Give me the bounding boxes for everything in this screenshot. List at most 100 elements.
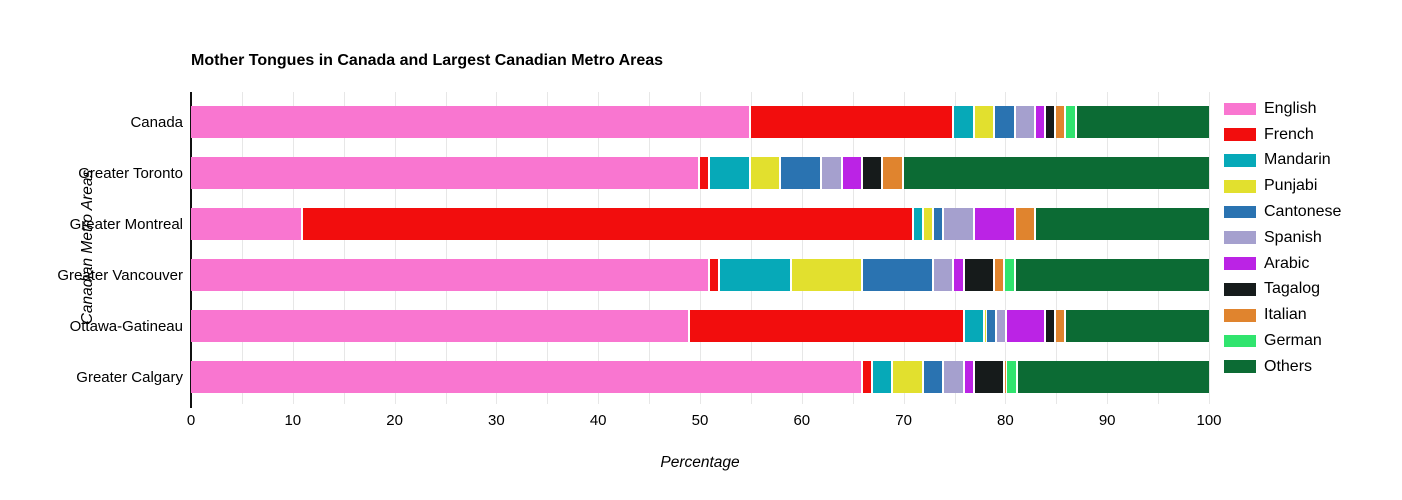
- legend-label: German: [1264, 332, 1322, 350]
- bar-segment[interactable]: [974, 208, 1016, 240]
- bar-segment[interactable]: [1035, 106, 1047, 138]
- bar-segment[interactable]: [822, 157, 843, 189]
- legend-item[interactable]: Others: [1224, 354, 1341, 380]
- bar-segment[interactable]: [1066, 106, 1077, 138]
- bar-segment[interactable]: [191, 310, 690, 342]
- bar-segment[interactable]: [750, 106, 955, 138]
- bar-segment[interactable]: [191, 106, 751, 138]
- bar-segment[interactable]: [1046, 106, 1057, 138]
- bar-segment[interactable]: [934, 208, 945, 240]
- bar-segment[interactable]: [997, 310, 1008, 342]
- bar-segment[interactable]: [1005, 259, 1016, 291]
- gridline: [750, 92, 752, 404]
- legend-item[interactable]: Tagalog: [1224, 277, 1341, 303]
- legend-item[interactable]: Arabic: [1224, 251, 1341, 277]
- bar-segment[interactable]: [964, 259, 996, 291]
- legend-swatch: [1224, 283, 1256, 296]
- legend-item[interactable]: French: [1224, 122, 1341, 148]
- bar-segment[interactable]: [1056, 106, 1067, 138]
- bar-segment[interactable]: [964, 361, 975, 393]
- bar-segment[interactable]: [700, 157, 711, 189]
- bar-segment[interactable]: [862, 361, 874, 393]
- legend-item[interactable]: Punjabi: [1224, 173, 1341, 199]
- bar-segment[interactable]: [1056, 310, 1067, 342]
- bar-segment[interactable]: [934, 259, 955, 291]
- bar-segment[interactable]: [995, 259, 1006, 291]
- bar-segment[interactable]: [191, 259, 711, 291]
- bar-segment[interactable]: [750, 157, 782, 189]
- x-tick-label: 30: [488, 412, 505, 429]
- bar-segment[interactable]: [954, 259, 965, 291]
- bar-segment[interactable]: [1015, 259, 1209, 291]
- bar-segment[interactable]: [974, 361, 1006, 393]
- bar-row: [191, 259, 1209, 291]
- y-tick-label: Greater Toronto: [78, 164, 183, 182]
- legend-swatch: [1224, 308, 1256, 322]
- gridline: [394, 92, 396, 404]
- bar-segment[interactable]: [191, 157, 700, 189]
- bar-segment[interactable]: [191, 208, 303, 240]
- x-tick-label: 0: [186, 412, 196, 429]
- legend-item[interactable]: German: [1224, 328, 1341, 354]
- bar-segment[interactable]: [903, 157, 1209, 189]
- bar-segment[interactable]: [873, 361, 894, 393]
- legend-label: English: [1264, 99, 1317, 117]
- gridline: [801, 92, 803, 404]
- x-tick-label: 100: [1196, 412, 1222, 429]
- gridline: [903, 92, 905, 404]
- legend-item[interactable]: Spanish: [1224, 225, 1341, 251]
- bar-segment[interactable]: [862, 259, 935, 291]
- legend-item[interactable]: Mandarin: [1224, 148, 1341, 174]
- bar-segment[interactable]: [1007, 310, 1047, 342]
- bar-segment[interactable]: [995, 106, 1016, 138]
- gridline: [292, 92, 294, 404]
- bar-segment[interactable]: [1007, 361, 1018, 393]
- x-tick-label: 60: [793, 412, 811, 429]
- legend-swatch: [1224, 334, 1256, 348]
- bar-segment[interactable]: [944, 208, 975, 240]
- bar-segment[interactable]: [883, 157, 904, 189]
- bar-segment[interactable]: [964, 310, 986, 342]
- gridline: [1158, 92, 1160, 404]
- bar-segment[interactable]: [1076, 106, 1209, 138]
- bar-segment[interactable]: [923, 361, 945, 393]
- x-axis-title: Percentage: [660, 454, 740, 471]
- legend-item[interactable]: Cantonese: [1224, 199, 1341, 225]
- bar-segment[interactable]: [781, 157, 823, 189]
- bar-segment[interactable]: [913, 208, 924, 240]
- bar-segment[interactable]: [923, 208, 935, 240]
- bar-segment[interactable]: [987, 310, 998, 342]
- bar-segment[interactable]: [1005, 361, 1008, 393]
- y-tick-label: Greater Calgary: [76, 368, 183, 386]
- gridline: [547, 92, 549, 404]
- bar-segment[interactable]: [1015, 106, 1036, 138]
- bar-segment[interactable]: [710, 157, 751, 189]
- bar-segment[interactable]: [954, 106, 975, 138]
- gridline: [445, 92, 447, 404]
- bar-segment[interactable]: [893, 361, 924, 393]
- bar-segment[interactable]: [302, 208, 914, 240]
- bar-row: [191, 361, 1209, 393]
- x-tick-label: 80: [997, 412, 1014, 429]
- bar-segment[interactable]: [974, 106, 996, 138]
- bar-segment[interactable]: [1015, 208, 1036, 240]
- legend-item[interactable]: English: [1224, 96, 1341, 122]
- bar-segment[interactable]: [985, 310, 988, 342]
- gridline: [954, 92, 956, 404]
- bar-segment[interactable]: [1017, 361, 1209, 393]
- bar-segment[interactable]: [1066, 310, 1209, 342]
- bar-segment[interactable]: [862, 157, 884, 189]
- bar-segment[interactable]: [1035, 208, 1209, 240]
- bar-segment[interactable]: [191, 361, 863, 393]
- gridline: [598, 92, 600, 404]
- bar-segment[interactable]: [842, 157, 863, 189]
- bar-segment[interactable]: [944, 361, 965, 393]
- bar-segment[interactable]: [720, 259, 792, 291]
- gridline: [1107, 92, 1109, 404]
- bar-segment[interactable]: [689, 310, 965, 342]
- bar-segment[interactable]: [710, 259, 721, 291]
- legend-label: Tagalog: [1264, 280, 1321, 298]
- bar-segment[interactable]: [791, 259, 863, 291]
- legend-item[interactable]: Italian: [1224, 302, 1341, 328]
- bar-segment[interactable]: [1046, 310, 1057, 342]
